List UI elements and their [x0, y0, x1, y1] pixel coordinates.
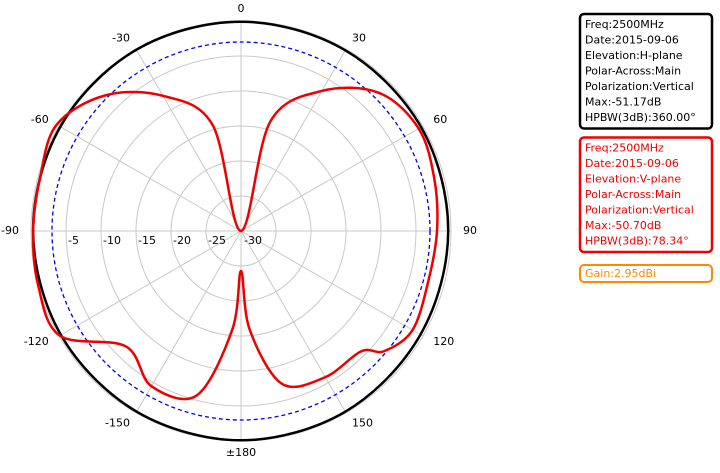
angle-label: -30 [112, 32, 130, 45]
grid-spoke [58, 230, 242, 337]
angle-label: 60 [433, 113, 447, 126]
legend-text: Elevation:V-plane [585, 173, 681, 186]
series-line [31, 86, 439, 401]
r-tick-label: -25 [208, 234, 226, 247]
grid-spoke [135, 48, 242, 232]
angle-label: 30 [352, 32, 366, 45]
legend-text: Polar-Across:Main [585, 188, 681, 201]
legend-text: Polar-Across:Main [585, 65, 681, 78]
grid-spoke [58, 125, 242, 232]
gain-box [579, 264, 713, 283]
angle-label: 150 [352, 416, 373, 429]
grid-spoke [135, 230, 242, 414]
angle-label: 120 [433, 335, 454, 348]
legend-name: V-plane [534, 139, 576, 152]
angle-label: 0 [238, 2, 245, 15]
angle-label: ±180 [226, 446, 256, 459]
grid-spoke [240, 230, 347, 414]
legend-text: Polarization:Vertical [585, 80, 694, 93]
legend-text: Max:-51.17dB [585, 96, 661, 109]
legend-text: Max:-50.70dB [585, 219, 661, 232]
r-tick-label: -20 [173, 234, 191, 247]
legend-text: Freq:2500MHz [585, 142, 664, 155]
legend-text: Elevation:H-plane [585, 49, 683, 62]
series-line [31, 20, 450, 442]
r-tick-label: -15 [138, 234, 156, 247]
r-tick-label: -30 [244, 234, 262, 247]
grid-spoke [240, 48, 347, 232]
legend-text: Date:2015-09-06 [585, 34, 679, 47]
angle-label: -90 [1, 224, 19, 237]
legend-text: Date:2015-09-06 [585, 157, 679, 170]
angle-label: -120 [24, 335, 49, 348]
gain-label: Gain:2.95dBi [585, 267, 656, 280]
legend-box [578, 12, 714, 130]
angle-label: -150 [105, 416, 130, 429]
grid-spoke [240, 230, 424, 337]
r-tick-label: -10 [103, 234, 121, 247]
legend-box [578, 136, 714, 254]
legend-text: HPBW(3dB):360.00° [585, 111, 696, 124]
legend-name: H-plane [532, 15, 575, 28]
legend-text: Polarization:Vertical [585, 204, 694, 217]
angle-label: -60 [31, 113, 49, 126]
legend-text: Freq:2500MHz [585, 18, 664, 31]
angle-label: 90 [463, 224, 477, 237]
grid-spoke [240, 125, 424, 232]
r-tick-label: -5 [68, 234, 79, 247]
legend-text: HPBW(3dB):78.34° [585, 235, 689, 248]
reference-circle [51, 41, 431, 421]
